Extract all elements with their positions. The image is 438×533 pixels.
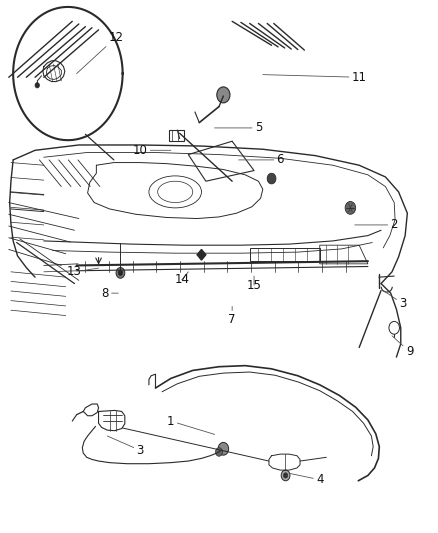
Text: 2: 2 [355,219,398,231]
Text: 11: 11 [263,71,367,84]
Text: 14: 14 [174,272,189,286]
Text: 3: 3 [383,290,406,310]
Text: 4: 4 [289,473,324,486]
Text: 10: 10 [133,144,171,157]
Text: 1: 1 [167,415,215,434]
Circle shape [217,87,230,103]
Circle shape [283,473,288,478]
Text: 7: 7 [228,306,236,326]
Circle shape [215,448,223,456]
Circle shape [35,83,39,88]
Text: 3: 3 [107,436,144,457]
Circle shape [267,173,276,184]
Text: 15: 15 [247,276,261,292]
Text: 6: 6 [239,154,284,166]
Text: 12: 12 [77,31,124,74]
Text: 8: 8 [102,287,118,300]
Circle shape [281,470,290,481]
Polygon shape [197,249,206,260]
Circle shape [345,201,356,214]
Circle shape [218,442,229,455]
Text: 5: 5 [215,122,262,134]
Text: 9: 9 [392,336,413,358]
Circle shape [118,270,123,276]
Text: 13: 13 [67,265,99,278]
Circle shape [116,268,125,278]
